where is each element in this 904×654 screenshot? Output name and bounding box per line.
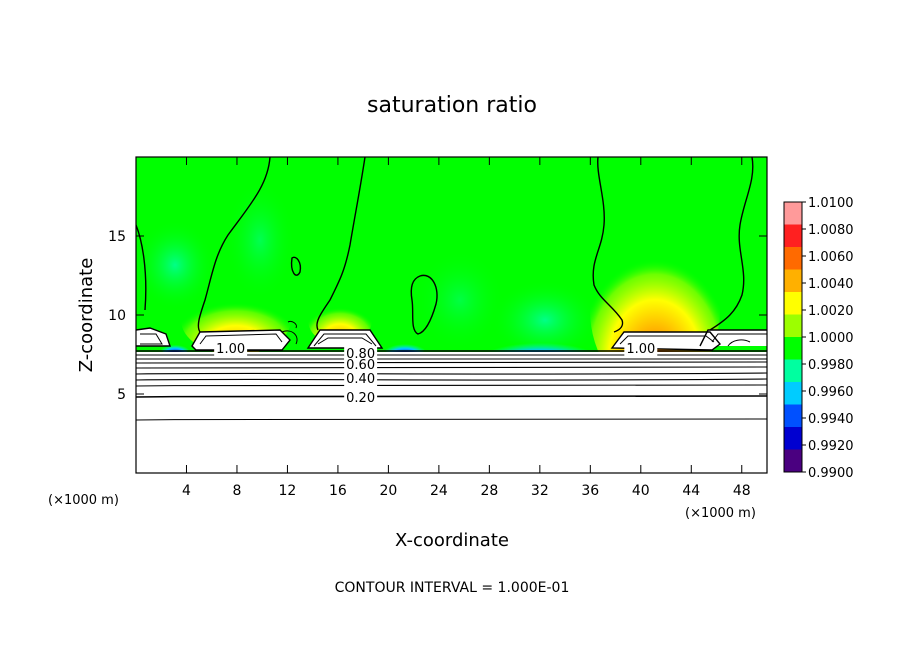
x-unit-right: (×1000 m): [685, 506, 756, 521]
colorbar-segment: [784, 292, 802, 315]
contour-label: 0.20: [346, 391, 375, 406]
contour-line: [136, 372, 767, 375]
contour-line: [136, 384, 767, 387]
colorbar-segment: [784, 359, 802, 383]
colorbar-segment: [784, 224, 802, 248]
colorbar-segment: [784, 247, 802, 270]
contour-line: [410, 274, 438, 335]
contour-line: [140, 333, 163, 345]
contour-line: [136, 366, 767, 369]
colorbar-segment: [784, 404, 802, 428]
contour-line: [317, 337, 373, 345]
contour-label: 1.00: [626, 342, 655, 357]
cool-region: [415, 250, 505, 350]
contour-line: [316, 157, 366, 331]
colorbar-segment: [784, 314, 802, 338]
contour-label: 0.40: [346, 372, 375, 387]
contour-interval-note: CONTOUR INTERVAL = 1.000E-01: [335, 580, 570, 596]
x-tick-label: 20: [379, 483, 397, 499]
contour-label-bg: [344, 357, 378, 373]
contour-line: [136, 361, 767, 364]
contour-line: [136, 378, 767, 381]
chart-title: saturation ratio: [367, 93, 537, 118]
contour-line: [136, 395, 767, 398]
colorbar-label: 1.0100: [808, 196, 854, 211]
colorbar-label: 0.9920: [808, 439, 854, 454]
cool-region: [225, 180, 295, 300]
x-tick-label: 44: [682, 483, 700, 499]
contour-label-bg: [344, 391, 378, 407]
contour-lines: [136, 157, 767, 351]
contour-line: [281, 330, 298, 345]
y-tick-label: 5: [117, 387, 126, 403]
contour-line: [699, 329, 767, 347]
lower-layer: [136, 352, 767, 473]
contour-line: [199, 333, 283, 345]
x-tick-label: 24: [430, 483, 448, 499]
x-tick-label: 16: [329, 483, 347, 499]
colorbar-segment: [784, 269, 802, 293]
contour-label-bg: [214, 342, 248, 358]
contour-line: [709, 157, 754, 331]
x-axis: 4 8 12 16 20 24 28 32 36 40 44 48: [182, 157, 751, 499]
colorbar-label: 1.0040: [808, 277, 854, 292]
contour-label-bg: [624, 342, 658, 358]
x-tick-label: 12: [279, 483, 297, 499]
x-unit-left: (×1000 m): [48, 493, 119, 508]
contour-line: [313, 333, 377, 347]
colorbar-label: 1.0080: [808, 223, 854, 238]
x-tick-label: 36: [581, 483, 599, 499]
contour-label-bg: [344, 372, 378, 388]
colorbar-label: 1.0060: [808, 250, 854, 265]
colorbar-segment: [784, 449, 802, 473]
cloud-body: [308, 330, 382, 348]
x-tick-label: 32: [531, 483, 549, 499]
colorbar-label: 0.9980: [808, 358, 854, 373]
contour-line: [592, 157, 624, 333]
contour-line: [290, 256, 302, 276]
colorbar-label: 0.9940: [808, 412, 854, 427]
colorbar-segment: [784, 427, 802, 450]
y-axis-title: Z-coordinate: [76, 258, 97, 373]
contour-label: 1.00: [216, 342, 245, 357]
contour-line: [136, 224, 147, 311]
colorbar-segment: [784, 337, 802, 360]
contour-line: [287, 321, 297, 329]
x-tick-label: 4: [182, 483, 191, 499]
colorbar-label: 0.9900: [808, 466, 854, 481]
colorbar-label: 1.0020: [808, 304, 854, 319]
cool-region: [136, 220, 215, 310]
contour-line: [197, 157, 271, 333]
x-tick-label: 48: [733, 483, 751, 499]
x-axis-title: X-coordinate: [395, 530, 509, 551]
y-axis: 5 10 15: [108, 229, 767, 403]
contour-line: [619, 335, 715, 345]
contour-line: [136, 418, 767, 421]
colorbar-label: 0.9960: [808, 385, 854, 400]
colorbar-segment: [784, 202, 802, 225]
plot-area: 1.00 0.800.600.400.201.00: [136, 157, 767, 473]
contour-line: [711, 333, 767, 343]
x-tick-label: 40: [632, 483, 650, 499]
contour-line: [727, 339, 751, 347]
colorbar-segment: [784, 382, 802, 405]
contour-line: [191, 329, 291, 351]
contour-labels: 1.00 0.800.600.400.201.00: [214, 342, 658, 407]
x-tick-label: 8: [232, 483, 241, 499]
x-tick-label: 28: [480, 483, 498, 499]
contour-label: 0.60: [346, 358, 375, 373]
y-tick-label: 15: [108, 229, 126, 245]
contour-line: [136, 327, 171, 347]
colorbar: 1.0100 1.0080 1.0060 1.0040 1.0020 1.0000 0.99…: [783, 196, 854, 481]
y-tick-label: 10: [108, 308, 126, 324]
colorbar-label: 1.0000: [808, 331, 854, 346]
